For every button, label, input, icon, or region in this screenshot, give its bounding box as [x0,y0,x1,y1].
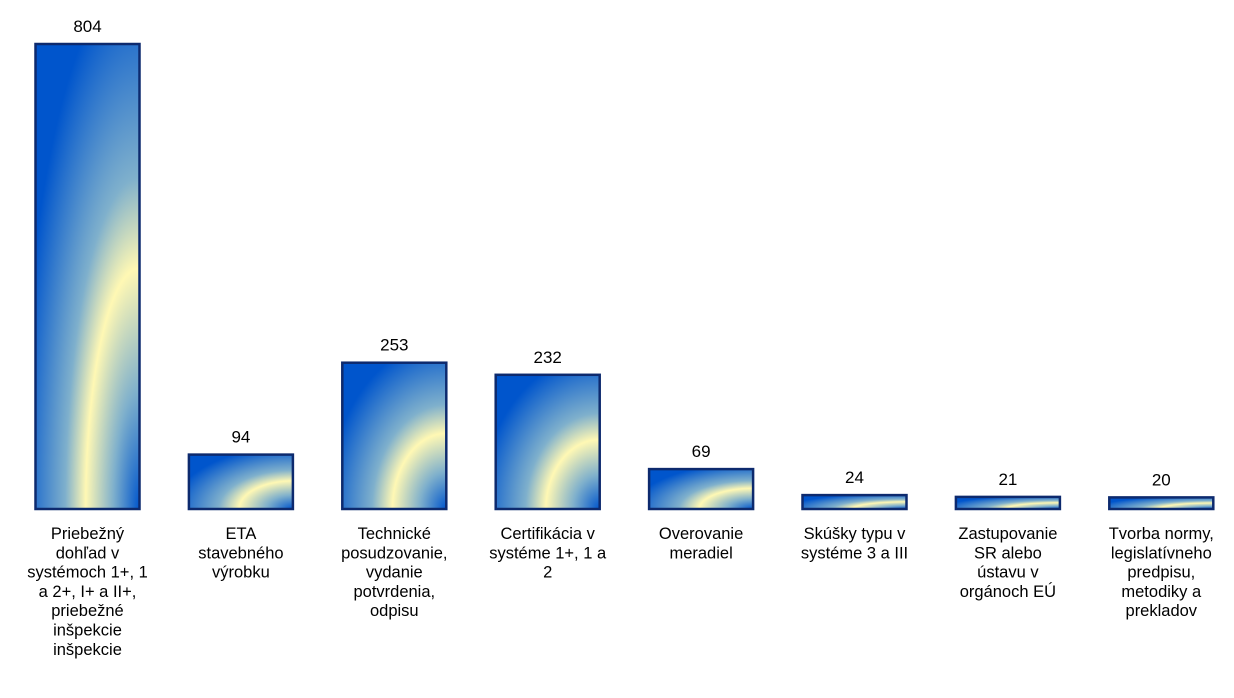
category-label-line: Tvorba normy, [1109,525,1214,543]
category-label-line: výrobku [212,564,270,582]
bar-1 [34,42,141,511]
data-label-6: 24 [845,468,864,487]
category-label-5: Overovanie meradiel [659,525,743,562]
data-label-1: 804 [73,17,101,36]
category-label-line: dohľad v [56,544,120,562]
category-label-line: SR alebo [974,544,1042,562]
category-label-line: inšpekcie [53,622,122,640]
data-label-7: 21 [998,470,1017,489]
bar-6 [801,493,908,511]
category-label-line: ústavu v [977,564,1039,582]
category-label-line: orgánoch EÚ [960,582,1056,601]
category-label-line: meradiel [669,544,732,562]
category-label-2: ETA stavebného výrobku [198,525,283,582]
category-label-line: potvrdenia, [353,583,435,601]
data-label-8: 20 [1152,470,1171,489]
data-label-4: 232 [534,348,562,367]
category-label-line: legislatívneho [1111,544,1212,562]
category-label-line: prekladov [1126,602,1198,620]
category-label-line: posudzovanie, [341,544,447,562]
category-label-line: 2 [543,564,552,582]
category-label-4: Certifikácia v systéme 1+, 1 a 2 [489,525,607,582]
category-label-line: odpisu [370,602,419,620]
category-label-line: systéme 3 a III [801,544,908,562]
category-label-3: Technické posudzovanie, vydanie potvrdenia,… [341,525,447,620]
bar-4 [494,373,601,511]
category-label-line: Skúšky typu v [804,525,907,543]
category-label-line: priebežné [51,602,123,620]
category-label-6: Skúšky typu v systéme 3 a III [801,525,908,562]
category-label-line: a 2+, I+ a II+, [39,583,137,601]
data-label-2: 94 [231,428,250,447]
bar-8 [1108,496,1215,511]
bar-2 [187,453,295,511]
data-label-5: 69 [692,442,711,461]
category-label-line: Overovanie [659,525,743,543]
category-label-line: stavebného [198,544,283,562]
bar-5 [647,467,755,511]
data-label-3: 253 [380,336,408,355]
category-label-line: ETA [225,525,256,543]
category-label-line: inšpekcie [53,641,122,659]
category-label-line: Zastupovanie [958,525,1057,543]
category-label-line: predpisu, [1127,564,1195,582]
category-label-8: Tvorba normy, legislatívneho predpisu, meto… [1109,525,1214,620]
category-label-line: systémoch 1+, 1 [27,564,148,582]
category-label-line: metodiky a [1121,583,1202,601]
bar-7 [954,495,1062,511]
category-label-line: Certifikácia v [500,525,595,543]
category-label-line: Priebežný [51,525,125,543]
category-label-line: Technické [358,525,431,543]
category-label-7: Zastupovanie SR alebo ústavu v orgánoch EÚ [958,525,1057,601]
category-label-line: vydanie [366,564,423,582]
bar-3 [341,361,448,511]
category-label-line: systéme 1+, 1 a [489,544,607,562]
bars-layer [34,42,1215,511]
value-labels-layer: 804 94 253 232 69 24 21 20 [73,17,1170,489]
